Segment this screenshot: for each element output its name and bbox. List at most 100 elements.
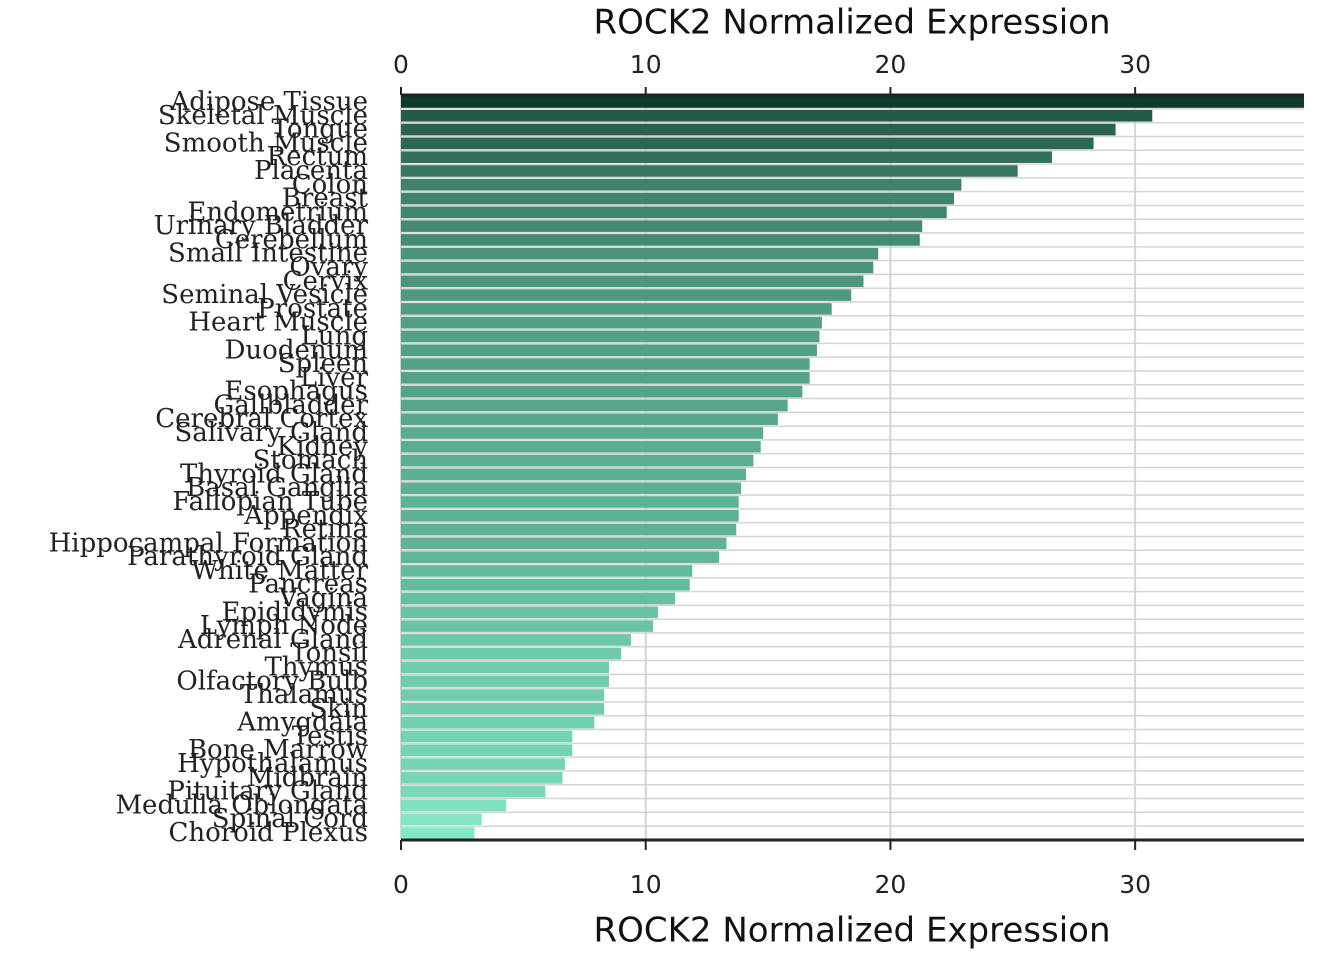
x-tick-label-bottom: 0	[393, 870, 409, 899]
y-tick-label: Parathyroid Gland	[127, 542, 368, 572]
y-tick-label: Olfactory Bulb	[176, 666, 368, 696]
y-tick-label: Urinary Bladder	[154, 211, 369, 241]
bar	[401, 261, 874, 274]
bar	[401, 358, 810, 370]
y-tick-label: Tonsil	[290, 639, 368, 669]
y-tick-label: Vagina	[278, 584, 368, 614]
bar	[401, 758, 565, 770]
bar	[401, 772, 563, 784]
bar	[401, 592, 676, 605]
bar	[401, 565, 693, 577]
x-tick-label-top: 30	[1119, 50, 1151, 79]
y-tick-label: Breast	[282, 184, 369, 214]
x-axis-title-bottom: ROCK2 Normalized Expression	[593, 911, 1110, 951]
bar	[401, 827, 475, 839]
bar	[401, 634, 632, 646]
bar	[401, 330, 820, 343]
y-tick-label: Bone Marrow	[188, 735, 368, 765]
bar	[401, 468, 747, 481]
y-tick-label: Liver	[300, 363, 369, 393]
y-tick-label: White Matter	[191, 556, 368, 586]
y-tick-label: Pancreas	[248, 570, 368, 600]
y-tick-label: Choroid Plexus	[168, 818, 368, 848]
y-tick-label: Lymph Node	[200, 611, 368, 641]
y-tick-label: Esophagus	[224, 377, 368, 407]
y-tick-label: Heart Muscle	[188, 308, 368, 338]
bar	[401, 647, 622, 660]
bar	[401, 206, 947, 219]
y-tick-label: Cerebral Cortex	[155, 404, 368, 434]
bar	[401, 109, 1153, 122]
bar	[401, 165, 1018, 177]
y-tick-label: Hypothalamus	[177, 749, 368, 779]
bar	[401, 399, 788, 412]
bar	[401, 137, 1094, 150]
x-tick-label-bottom: 30	[1119, 870, 1151, 899]
y-tick-label: Skin	[309, 694, 368, 724]
y-tick-label: Endometrium	[187, 197, 368, 227]
y-tick-label: Seminal Vesicle	[161, 280, 368, 310]
y-tick-label: Fallopian Tube	[172, 487, 368, 517]
bar	[401, 96, 1304, 108]
bar	[401, 151, 1052, 163]
y-tick-label: Skeletal Muscle	[158, 101, 368, 131]
x-tick-label-bottom: 10	[630, 870, 662, 899]
bar	[401, 123, 1116, 136]
y-tick-label: Stomach	[253, 446, 369, 476]
y-tick-label: Adipose Tissue	[169, 87, 368, 117]
y-tick-label: Lung	[301, 321, 368, 351]
y-tick-label: Medulla Oblongata	[115, 790, 368, 820]
y-tick-label: Thalamus	[240, 680, 368, 710]
bar	[401, 620, 654, 632]
bar	[401, 178, 962, 191]
y-tick-label: Spleen	[278, 349, 369, 379]
bar	[401, 482, 742, 494]
y-tick-label: Cervix	[283, 266, 369, 296]
y-tick-label: Testis	[292, 721, 368, 751]
y-tick-label: Placenta	[254, 156, 368, 186]
y-tick-label: Spinal Cord	[212, 804, 368, 834]
y-tick-label: Smooth Muscle	[164, 128, 368, 158]
y-tick-label: Retina	[282, 515, 368, 545]
bar	[401, 316, 822, 329]
bar	[401, 689, 605, 701]
y-tick-label: Amygdala	[236, 708, 368, 738]
bar	[401, 716, 595, 729]
y-tick-label: Cerebellum	[215, 225, 368, 255]
y-tick-label: Appendix	[243, 501, 368, 531]
y-tick-label: Midbrain	[247, 763, 368, 793]
bar	[401, 234, 920, 246]
bar	[401, 303, 832, 315]
bar	[401, 344, 818, 357]
bar	[401, 537, 727, 550]
y-tick-label: Basal Ganglia	[186, 473, 368, 503]
x-tick-label-top: 0	[393, 50, 409, 79]
bar	[401, 275, 864, 288]
x-axis-title-top: ROCK2 Normalized Expression	[593, 3, 1110, 43]
y-tick-label: Rectum	[267, 142, 368, 172]
bar	[401, 606, 658, 619]
y-tick-label: Thyroid Gland	[180, 459, 368, 489]
x-tick-label-bottom: 20	[875, 870, 907, 899]
bar	[401, 372, 810, 384]
bar	[401, 385, 803, 398]
bar	[401, 247, 879, 260]
y-tick-label: Gallbladder	[214, 390, 369, 420]
bar	[401, 744, 573, 757]
bar	[401, 496, 739, 508]
bar	[401, 785, 546, 798]
x-tick-label-top: 20	[875, 50, 907, 79]
bar	[401, 441, 761, 453]
x-tick-label-top: 10	[630, 50, 662, 79]
bar	[401, 413, 778, 426]
y-tick-label: Duodenum	[225, 335, 368, 365]
bar	[401, 509, 739, 522]
bar	[401, 523, 737, 536]
bar	[401, 192, 955, 205]
y-tick-label: Hippocampal Formation	[49, 528, 369, 558]
bar	[401, 813, 482, 826]
y-tick-label: Small Intestine	[168, 239, 368, 269]
y-tick-label: Tongue	[272, 115, 369, 145]
y-tick-label: Epididymis	[221, 597, 368, 627]
